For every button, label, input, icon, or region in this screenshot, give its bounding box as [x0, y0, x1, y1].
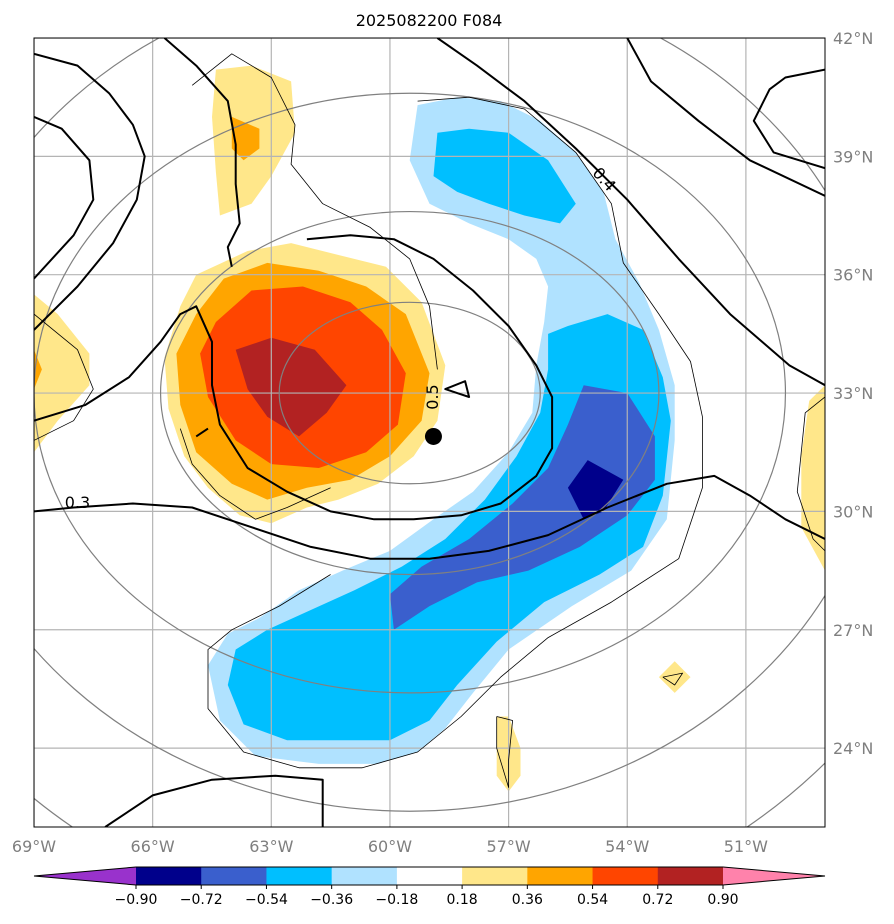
fill-region [235, 337, 347, 437]
thin-contour-line [34, 313, 94, 441]
thin-contour-line [179, 428, 331, 520]
gridlines [34, 38, 825, 827]
colorbar-segment [266, 867, 333, 885]
x-tick-label: 69°W [12, 837, 56, 856]
colorbar-segment [331, 867, 398, 885]
thin-contour-line [796, 396, 825, 552]
fill-region [231, 116, 260, 161]
contour-label: 0.3 [65, 493, 90, 512]
y-tick-label: 39°N [833, 147, 873, 166]
y-tick-label: 33°N [833, 384, 873, 403]
colorbar-segment [592, 867, 659, 885]
x-tick-label: 51°W [724, 837, 768, 856]
fill-region [801, 385, 825, 571]
fill-region [227, 314, 671, 741]
colorbar-segment [462, 867, 528, 885]
colorbar-tick-label: 0.36 [512, 892, 543, 908]
thick-contour-lines [34, 38, 825, 827]
center-marker [424, 427, 442, 445]
colorbar-tick-label: −0.18 [375, 892, 418, 908]
range-ring [159, 210, 660, 576]
colorbar-segment [657, 867, 724, 885]
colorbar-tick-label: −0.72 [180, 892, 223, 908]
range-ring [34, 38, 825, 812]
thick-contour-line [34, 474, 825, 560]
thin-contour-lines [34, 53, 825, 788]
colorbar-segment [201, 867, 267, 885]
colorbar-segment [136, 867, 202, 885]
thick-contour-line [626, 38, 825, 197]
fill-region [658, 661, 691, 693]
fill-region [208, 97, 675, 764]
thin-contour-line [207, 96, 703, 769]
colorbar-segment [396, 867, 463, 885]
thick-contour-line [436, 38, 825, 387]
colorbar: −0.90 −0.72 −0.54 −0.36 −0.18 0.18 0.36 0.54 0.7… [33, 866, 826, 908]
y-tick-label: 36°N [833, 266, 873, 285]
thick-contour-line [104, 774, 324, 827]
filled-contours [34, 65, 825, 792]
colorbar-tick-label: 0.72 [642, 892, 673, 908]
thick-contour-line [752, 68, 825, 170]
y-tick-label: 42°N [833, 29, 873, 48]
thick-contour-line [34, 52, 146, 331]
thick-contour-line [444, 380, 471, 398]
thick-contour-line [34, 115, 95, 280]
colorbar-tick-label: −0.36 [310, 892, 353, 908]
x-axis-ticks: 69°W 66°W 63°W 60°W 57°W 54°W 51°W [12, 837, 768, 856]
x-tick-label: 63°W [249, 837, 293, 856]
thick-contour-line [163, 38, 241, 267]
colorbar-tick-label: 0.90 [707, 892, 738, 908]
colorbar-tick-label: 0.18 [447, 892, 478, 908]
x-tick-label: 57°W [487, 837, 531, 856]
colorbar-tick-label: −0.90 [115, 892, 158, 908]
thin-contour-line [191, 53, 438, 370]
storm-center-dot [424, 427, 442, 445]
contour-label: 0.5 [423, 384, 442, 409]
colorbar-extend-low [34, 867, 136, 885]
colorbar-tick-label: 0.54 [577, 892, 608, 908]
thick-contour-line [34, 234, 554, 521]
thin-contour-line [496, 716, 513, 788]
x-tick-label: 60°W [368, 837, 412, 856]
plot-frame [33, 37, 826, 828]
fill-region [567, 460, 624, 520]
fill-region [34, 294, 90, 453]
y-tick-label: 27°N [833, 621, 873, 640]
x-tick-label: 66°W [131, 837, 175, 856]
range-ring [278, 301, 541, 485]
x-tick-label: 54°W [605, 837, 649, 856]
range-ring [34, 92, 786, 694]
chart-title: 2025082200 F084 [356, 11, 503, 30]
y-axis-ticks: 42°N 39°N 36°N 33°N 30°N 27°N 24°N [833, 29, 873, 758]
fill-region [389, 385, 655, 630]
y-tick-label: 24°N [833, 739, 873, 758]
y-tick-label: 30°N [833, 502, 873, 521]
colorbar-tick-label: −0.54 [245, 892, 288, 908]
colorbar-extend-high [723, 867, 825, 885]
fill-region [433, 128, 576, 224]
colorbar-segment [527, 867, 594, 885]
thin-contour-line [662, 672, 683, 686]
thick-contour-line [195, 427, 209, 438]
